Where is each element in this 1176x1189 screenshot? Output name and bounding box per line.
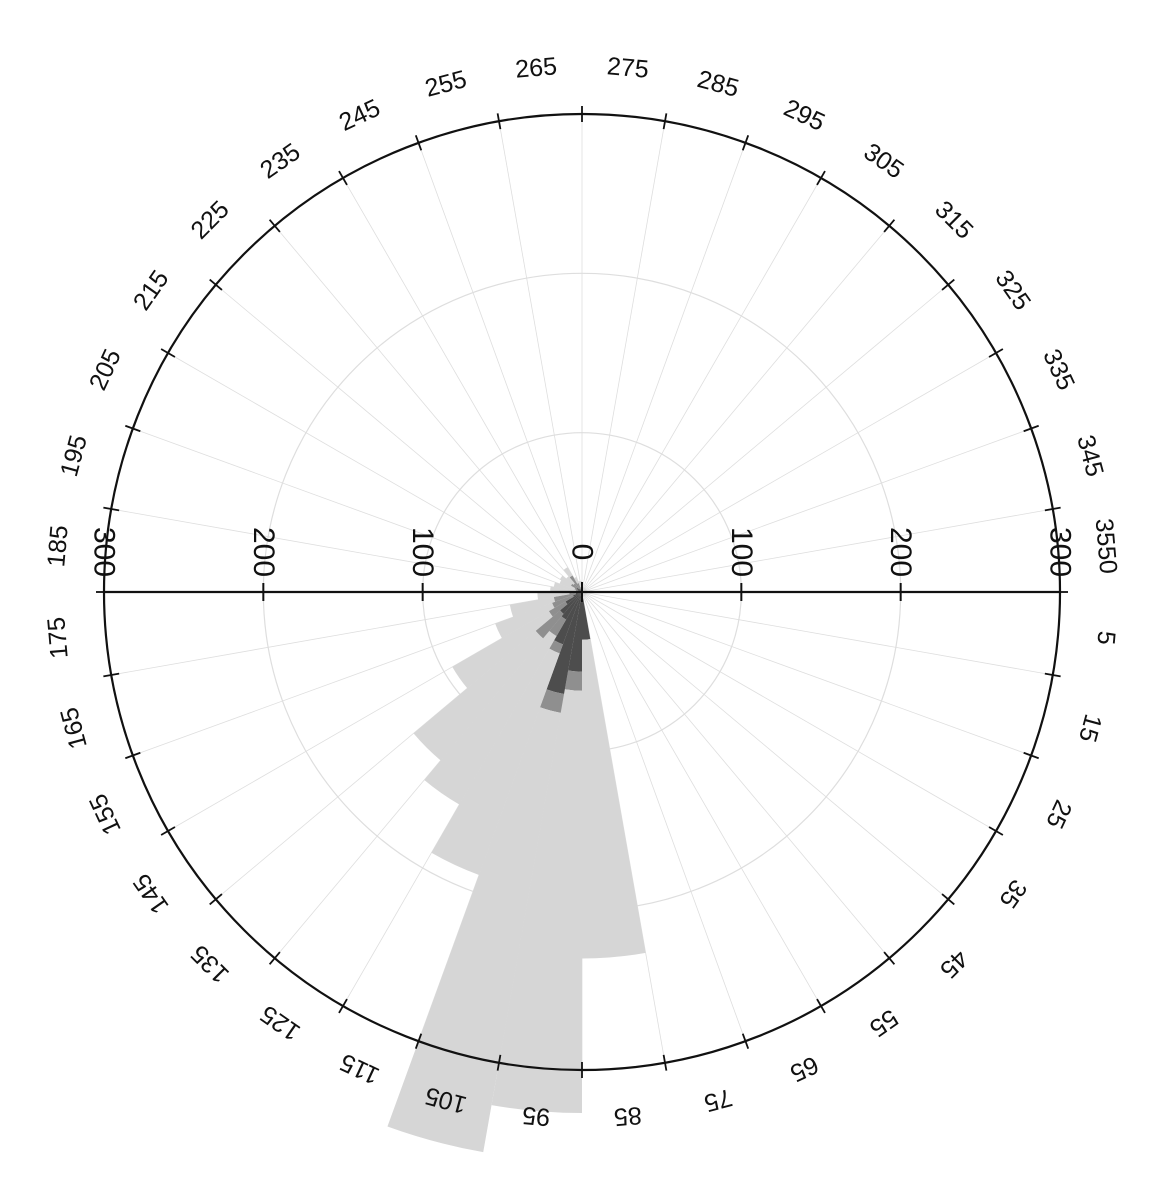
- radius-tick-label: 200: [884, 527, 917, 577]
- angle-tick: [339, 999, 347, 1013]
- angle-tick-label: 25: [1040, 796, 1077, 833]
- grid-spoke: [499, 121, 582, 592]
- grid-spoke: [133, 429, 582, 592]
- grid-spoke: [582, 592, 1031, 755]
- angle-tick-label: 335: [1037, 345, 1080, 395]
- angle-tick-label: 235: [255, 138, 305, 185]
- angle-tick: [817, 999, 825, 1013]
- angle-tick-label: 15: [1073, 711, 1107, 745]
- angle-tick-label: 55: [864, 1003, 903, 1042]
- angle-tick-label: 95: [521, 1101, 551, 1131]
- angle-tick-label: 3550: [1090, 517, 1123, 575]
- angle-tick-label: 75: [701, 1083, 735, 1117]
- angle-tick: [989, 827, 1003, 835]
- angle-tick: [339, 171, 347, 185]
- angle-tick-label: 205: [84, 345, 127, 395]
- angle-tick-label: 305: [859, 138, 909, 185]
- radius-tick-label: 300: [1044, 527, 1077, 577]
- histogram-bar: [582, 639, 646, 958]
- angle-tick-label: 285: [694, 65, 742, 103]
- angle-tick-label: 65: [786, 1050, 823, 1087]
- angle-tick-label: 215: [128, 265, 175, 315]
- angle-tick-label: 345: [1071, 432, 1109, 480]
- angle-tick-label: 195: [55, 432, 93, 480]
- angle-tick: [161, 827, 175, 835]
- grid-spoke: [582, 178, 821, 592]
- grid-spoke: [419, 143, 582, 592]
- angle-tick-label: 115: [336, 1048, 384, 1090]
- angle-tick: [989, 349, 1003, 357]
- angle-tick-label: 85: [613, 1101, 643, 1131]
- angle-tick-label: 255: [422, 65, 470, 103]
- angle-tick-label: 155: [84, 789, 127, 839]
- grid-spoke: [582, 592, 996, 831]
- angle-tick-label: 325: [989, 265, 1036, 315]
- radius-tick-label: 100: [406, 527, 439, 577]
- grid-spoke: [343, 178, 582, 592]
- grid-spoke: [582, 353, 996, 592]
- angle-tick-label: 145: [128, 869, 175, 919]
- angle-tick-label: 275: [606, 52, 650, 84]
- angle-tick-label: 135: [185, 939, 234, 988]
- angle-tick-label: 35: [993, 874, 1032, 913]
- grid-spoke: [582, 143, 745, 592]
- radius-tick-label: 200: [247, 527, 280, 577]
- angle-tick-label: 165: [55, 704, 93, 752]
- angle-tick-label: 225: [185, 195, 234, 244]
- angle-tick-label: 185: [42, 524, 74, 568]
- grid-spoke: [582, 121, 665, 592]
- grid-spoke: [582, 509, 1053, 592]
- radius-tick-label: 0: [566, 544, 599, 561]
- angle-tick-label: 175: [42, 616, 74, 660]
- angle-tick-label: 295: [779, 94, 829, 137]
- radius-tick-label: 100: [725, 527, 758, 577]
- grid-spoke: [582, 592, 1053, 675]
- angle-tick: [161, 349, 175, 357]
- angle-tick-label: 45: [934, 944, 973, 983]
- radius-tick-label: 300: [88, 527, 121, 577]
- angle-tick-label: 315: [929, 195, 978, 244]
- angle-tick-label: 125: [255, 999, 305, 1046]
- angle-tick-label: 265: [514, 52, 558, 84]
- grid-spoke: [168, 353, 582, 592]
- angle-tick-label: 245: [335, 94, 385, 137]
- grid-spoke: [111, 509, 582, 592]
- grid-spoke: [582, 429, 1031, 592]
- angle-tick-label: 5: [1091, 630, 1120, 646]
- angle-tick: [817, 171, 825, 185]
